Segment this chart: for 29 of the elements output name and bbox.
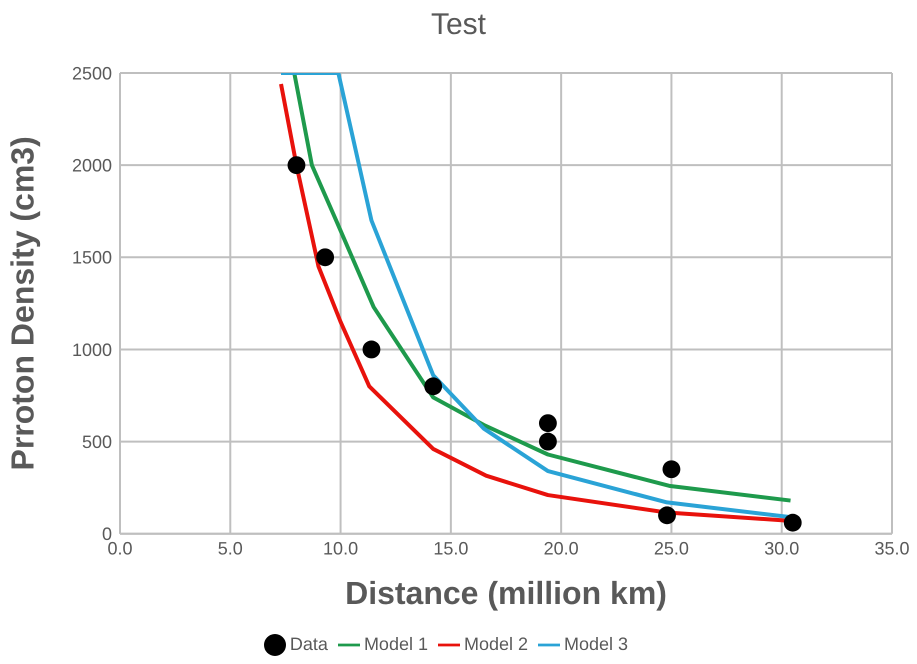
point [316, 248, 334, 266]
legend-label: Model 2 [464, 634, 528, 654]
y-tick-label: 1000 [72, 340, 112, 360]
point [424, 377, 442, 396]
x-axis-title: Distance (million km) [345, 574, 667, 611]
y-axis-title: Prroton Density (cm3) [4, 136, 40, 471]
legend-label: Data [290, 634, 328, 654]
y-tick-label: 1500 [72, 248, 112, 268]
point [662, 460, 680, 478]
x-tick-label: 5.0 [218, 538, 243, 559]
y-tick-label: 2500 [72, 63, 112, 84]
y-tick-label: 500 [82, 432, 112, 452]
point [538, 432, 557, 451]
chart-title: Test [430, 8, 488, 42]
legend-label: Model 1 [364, 634, 428, 654]
x-tick-label: 30.0 [764, 538, 800, 559]
x-tick-label: 0.0 [107, 538, 133, 559]
point [538, 414, 557, 432]
x-tick-label: 25.0 [654, 538, 689, 559]
point [784, 514, 802, 532]
point [288, 156, 306, 174]
point [658, 506, 676, 524]
y-tick-label: 2000 [72, 156, 112, 176]
legend-label: Model 3 [564, 634, 628, 654]
x-tick-label: 20.0 [544, 538, 579, 559]
x-tick-label: 35.0 [874, 538, 910, 559]
x-tick-label: 10.0 [323, 538, 358, 559]
point [362, 340, 380, 358]
x-tick-label: 15.0 [433, 538, 468, 559]
